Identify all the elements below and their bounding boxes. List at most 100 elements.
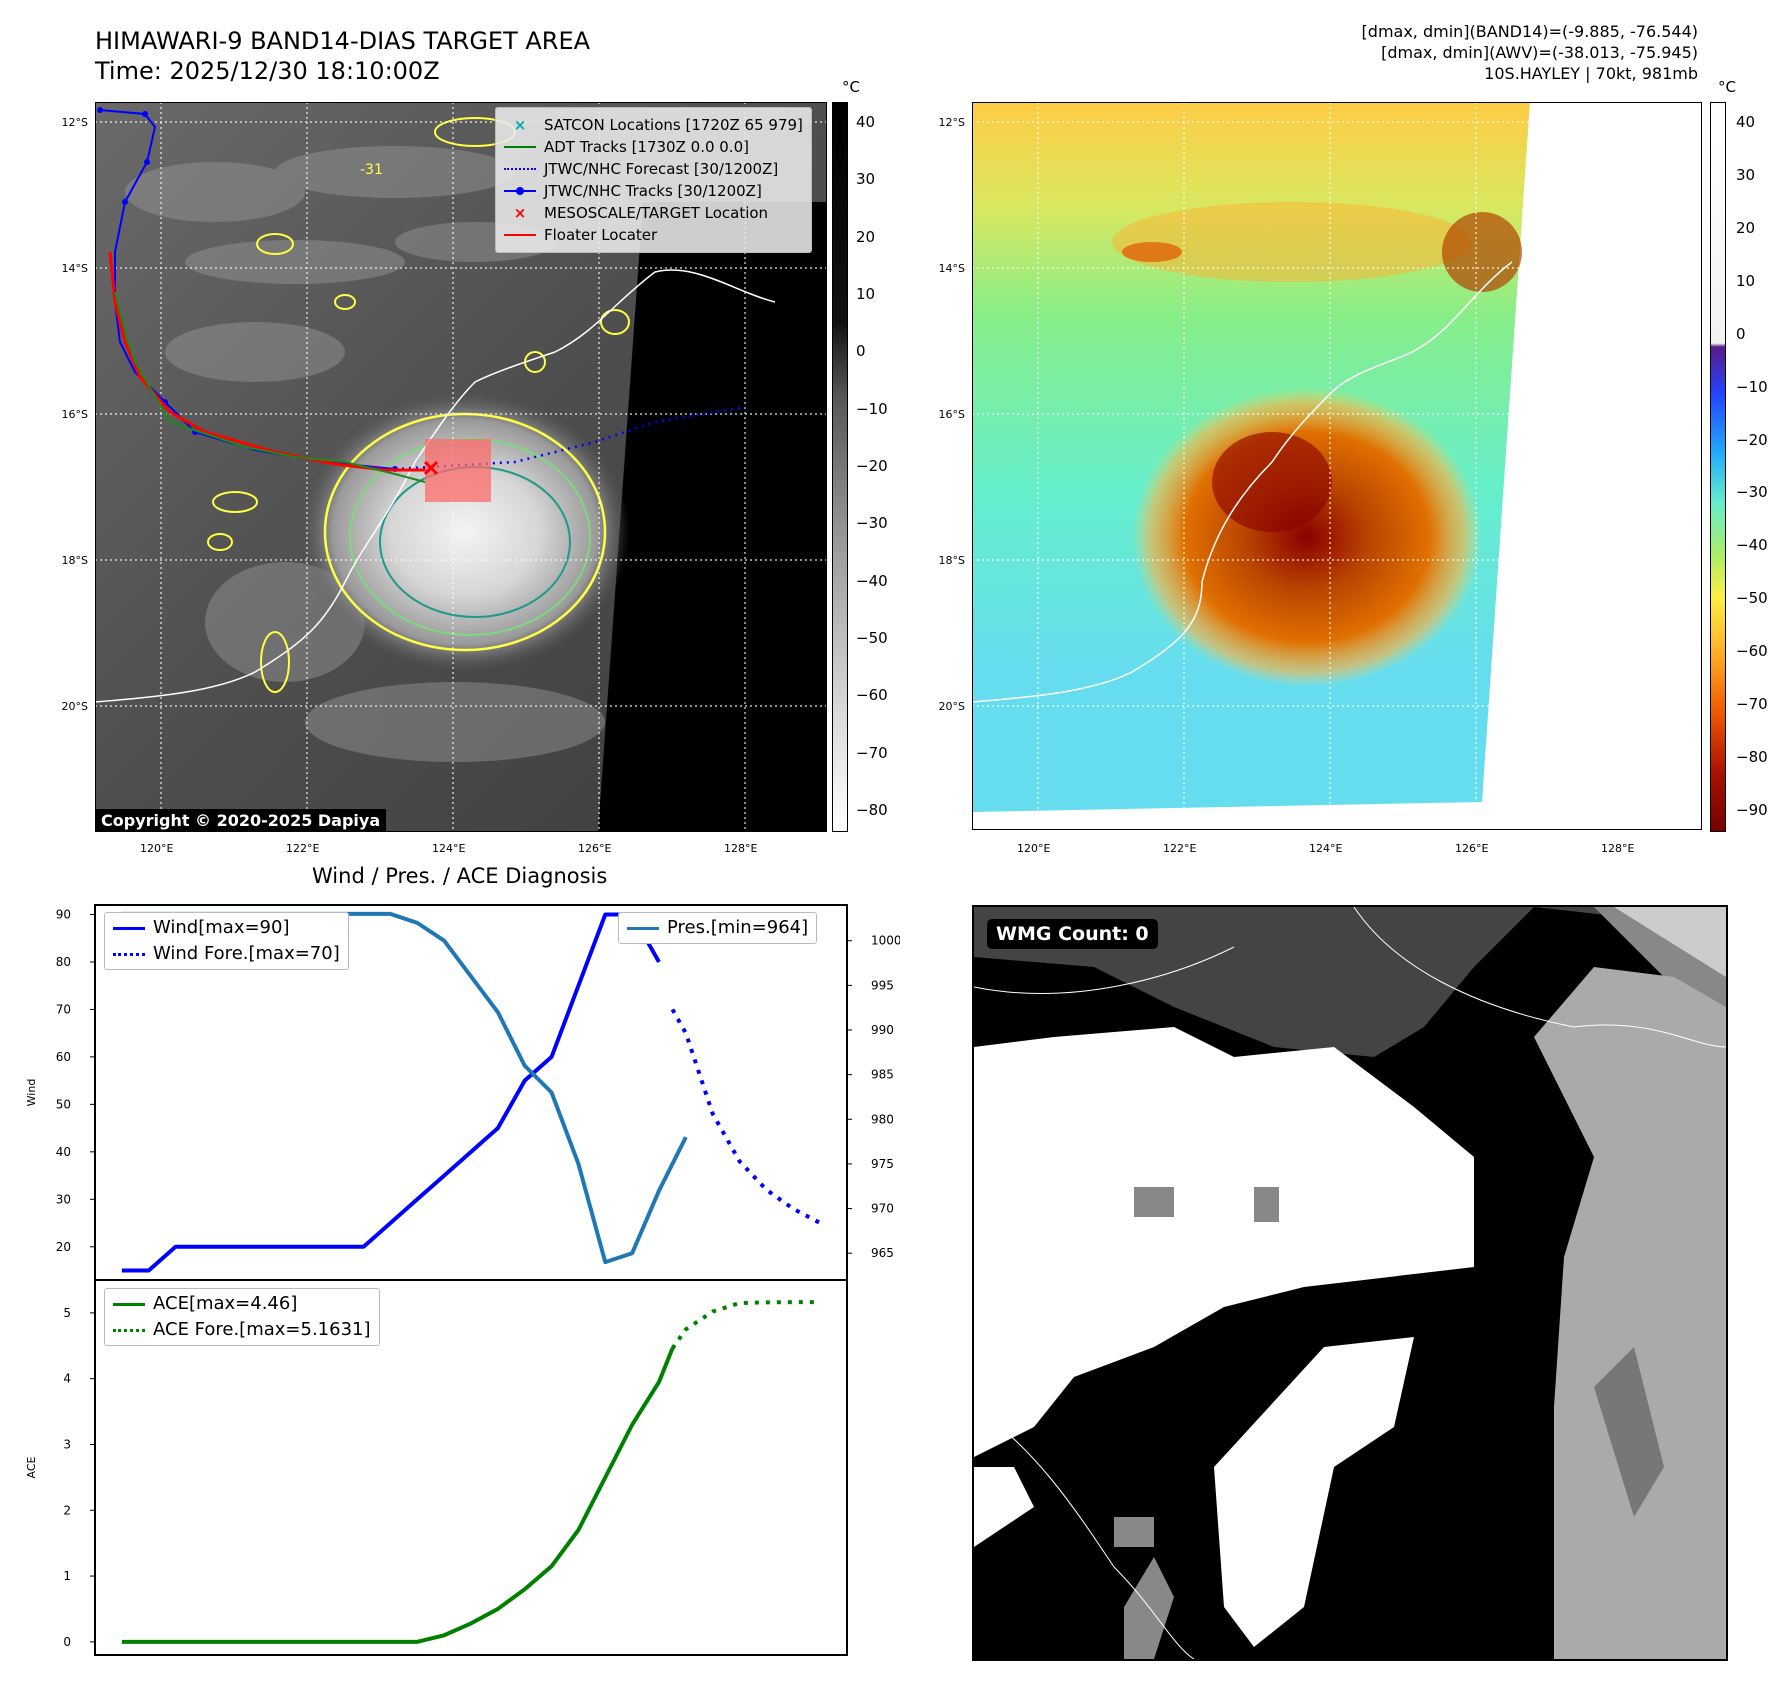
lon-label: 126°E: [578, 842, 612, 855]
series-line: [670, 1300, 821, 1350]
lat-label: 12°S: [61, 116, 88, 129]
colorbar-tick-label: −80: [1736, 748, 1768, 767]
figure-title-line2: Time: 2025/12/30 18:10:00Z: [95, 57, 440, 85]
colorbar-tick-label: −30: [1736, 483, 1768, 502]
y-tick-label: 985: [871, 1068, 894, 1082]
lon-label: 126°E: [1455, 842, 1489, 855]
colorbar-tick-label: −40: [856, 571, 888, 590]
lon-label: 128°E: [724, 842, 758, 855]
contour-label: -31: [360, 162, 383, 178]
y-tick-label: 20: [56, 1240, 71, 1254]
ace-legend: ACE[max=4.46] ACE Fore.[max=5.1631]: [104, 1288, 380, 1346]
mesoscale-x-icon: ×: [513, 204, 527, 222]
y-tick-label: 3: [63, 1437, 71, 1451]
y-tick-label: 980: [871, 1112, 894, 1126]
y-tick-label: 2: [63, 1503, 71, 1517]
info-line1: [dmax, dmin](BAND14)=(-9.885, -76.544): [1361, 22, 1698, 41]
series-line: [121, 1347, 675, 1644]
adt-line-icon: [504, 146, 536, 148]
y-tick-label: 975: [871, 1157, 894, 1171]
colorbar-tick-label: 10: [856, 285, 876, 303]
lat-label: 16°S: [938, 408, 965, 421]
y-tick-label: 40: [56, 1145, 71, 1159]
colorbar-tick-label: −80: [856, 801, 888, 819]
y-tick-label: 60: [56, 1050, 71, 1064]
lat-label: 12°S: [938, 116, 965, 129]
info-line3: 10S.HAYLEY | 70kt, 981mb: [1484, 64, 1698, 83]
colorbar-tick-label: 30: [1736, 165, 1756, 184]
y-tick-label: 80: [56, 955, 71, 969]
y-tick-label: 50: [56, 1097, 71, 1111]
track-line-dot-icon: [504, 187, 536, 195]
legend-floater: Floater Locater: [504, 224, 803, 246]
y-tick-label: 5: [63, 1306, 71, 1320]
colorbar-tick-label: −60: [1736, 642, 1768, 661]
y-tick-label: 1000: [871, 934, 900, 948]
colorbar-tick-label: 0: [1736, 324, 1746, 343]
lon-label: 124°E: [1309, 842, 1343, 855]
colorbar-left-unit: °C: [842, 78, 860, 96]
lon-label: 120°E: [140, 842, 174, 855]
y-axis-label: Wind: [25, 1079, 38, 1107]
legend-forecast: JTWC/NHC Forecast [30/1200Z]: [504, 158, 803, 180]
y-tick-label: 995: [871, 978, 894, 992]
lat-label: 20°S: [61, 700, 88, 713]
lat-label: 20°S: [938, 700, 965, 713]
wmg-panel: WMG Count: 0: [972, 905, 1728, 1661]
colorbar-tick-label: −60: [856, 686, 888, 705]
track-legend: × SATCON Locations [1720Z 65 979] ADT Tr…: [495, 107, 812, 253]
colorbar-tick-label: −40: [1736, 536, 1768, 555]
colorbar-tick-label: 10: [1736, 271, 1756, 290]
lat-label: 14°S: [938, 262, 965, 275]
colorbar-tick-label: −20: [1736, 430, 1768, 449]
y-tick-label: 970: [871, 1202, 894, 1216]
y-tick-label: 1: [63, 1569, 71, 1583]
y-tick-label: 90: [56, 907, 71, 921]
ace-fore-dotted-icon: [113, 1328, 145, 1332]
lon-label: 120°E: [1017, 842, 1051, 855]
wmg-svg: [974, 907, 1726, 1659]
colorbar-tick-label: −90: [1736, 801, 1768, 819]
colorbar-tick-label: 40: [856, 113, 876, 131]
diagnosis-chart: 2030405060708090Wind96597097598098599099…: [25, 904, 900, 1656]
wmg-count-badge: WMG Count: 0: [987, 919, 1158, 949]
colorbar-right-unit: °C: [1718, 78, 1736, 96]
y-tick-label: 965: [871, 1246, 894, 1260]
y-axis-label: ACE: [25, 1456, 38, 1478]
ace-line-icon: [113, 1302, 145, 1306]
colorbar-tick-label: 30: [856, 170, 876, 189]
y-tick-label: 990: [871, 1023, 894, 1037]
colorbar-tick-label: −50: [856, 629, 888, 647]
lat-label: 14°S: [61, 262, 88, 275]
colorbar-tick-label: −70: [1736, 695, 1768, 714]
forecast-dotted-icon: [504, 168, 536, 170]
floater-line-icon: [504, 234, 536, 236]
colorbar-tick-label: −10: [1736, 377, 1768, 396]
lon-label: 124°E: [432, 842, 466, 855]
colorbar-tick-label: −50: [1736, 589, 1768, 608]
lat-label: 18°S: [61, 554, 88, 567]
colorbar-tick-label: 0: [856, 342, 866, 361]
lon-label: 122°E: [1163, 842, 1197, 855]
y-tick-label: 70: [56, 1002, 71, 1016]
awv-map-panel: [971, 102, 1702, 830]
y-tick-label: 0: [63, 1635, 71, 1649]
pressure-legend: Pres.[min=964]: [618, 912, 818, 944]
colorbar-tick-label: −70: [856, 743, 888, 762]
colorbar-tick-label: 20: [1736, 218, 1756, 237]
wind-line-icon: [113, 926, 145, 930]
copyright-label: Copyright © 2020-2025 Dapiya: [95, 809, 387, 832]
wind-legend: Wind[max=90] Wind Fore.[max=70]: [104, 912, 349, 970]
y-tick-label: 30: [56, 1192, 71, 1206]
series-line: [670, 1008, 822, 1225]
diagnosis-title: Wind / Pres. / ACE Diagnosis: [312, 864, 608, 888]
colorbar-tick-label: −30: [856, 514, 888, 533]
colorbar-left: [832, 102, 848, 832]
series-line: [121, 912, 661, 1273]
colorbar-tick-label: 20: [856, 227, 876, 246]
pressure-line-icon: [627, 926, 659, 930]
y-tick-label: 4: [63, 1372, 71, 1386]
wind-fore-dotted-icon: [113, 952, 145, 956]
ir-map-panel: -31 Copyright © 2020-2025 Dapiya × SATCO…: [94, 102, 827, 832]
lat-label: 16°S: [61, 408, 88, 421]
